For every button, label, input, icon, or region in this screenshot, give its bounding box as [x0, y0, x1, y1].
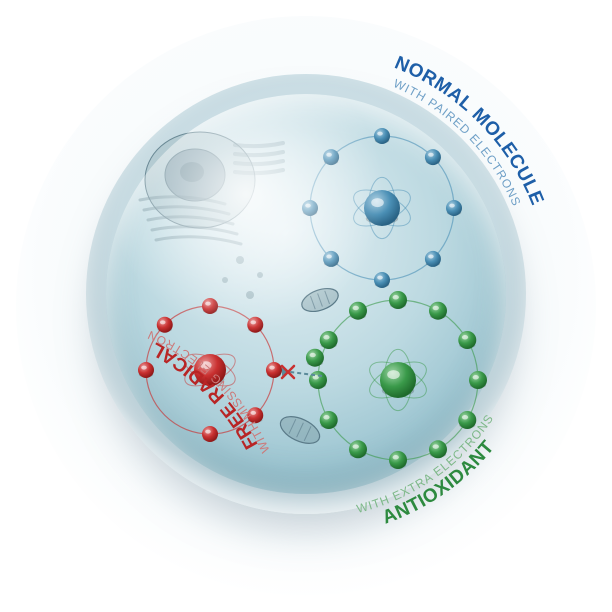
petri-dish-inner [106, 94, 506, 494]
diagram-stage: NORMAL MOLECULE WITH PAIRED ELECTRONS AN… [0, 0, 612, 612]
